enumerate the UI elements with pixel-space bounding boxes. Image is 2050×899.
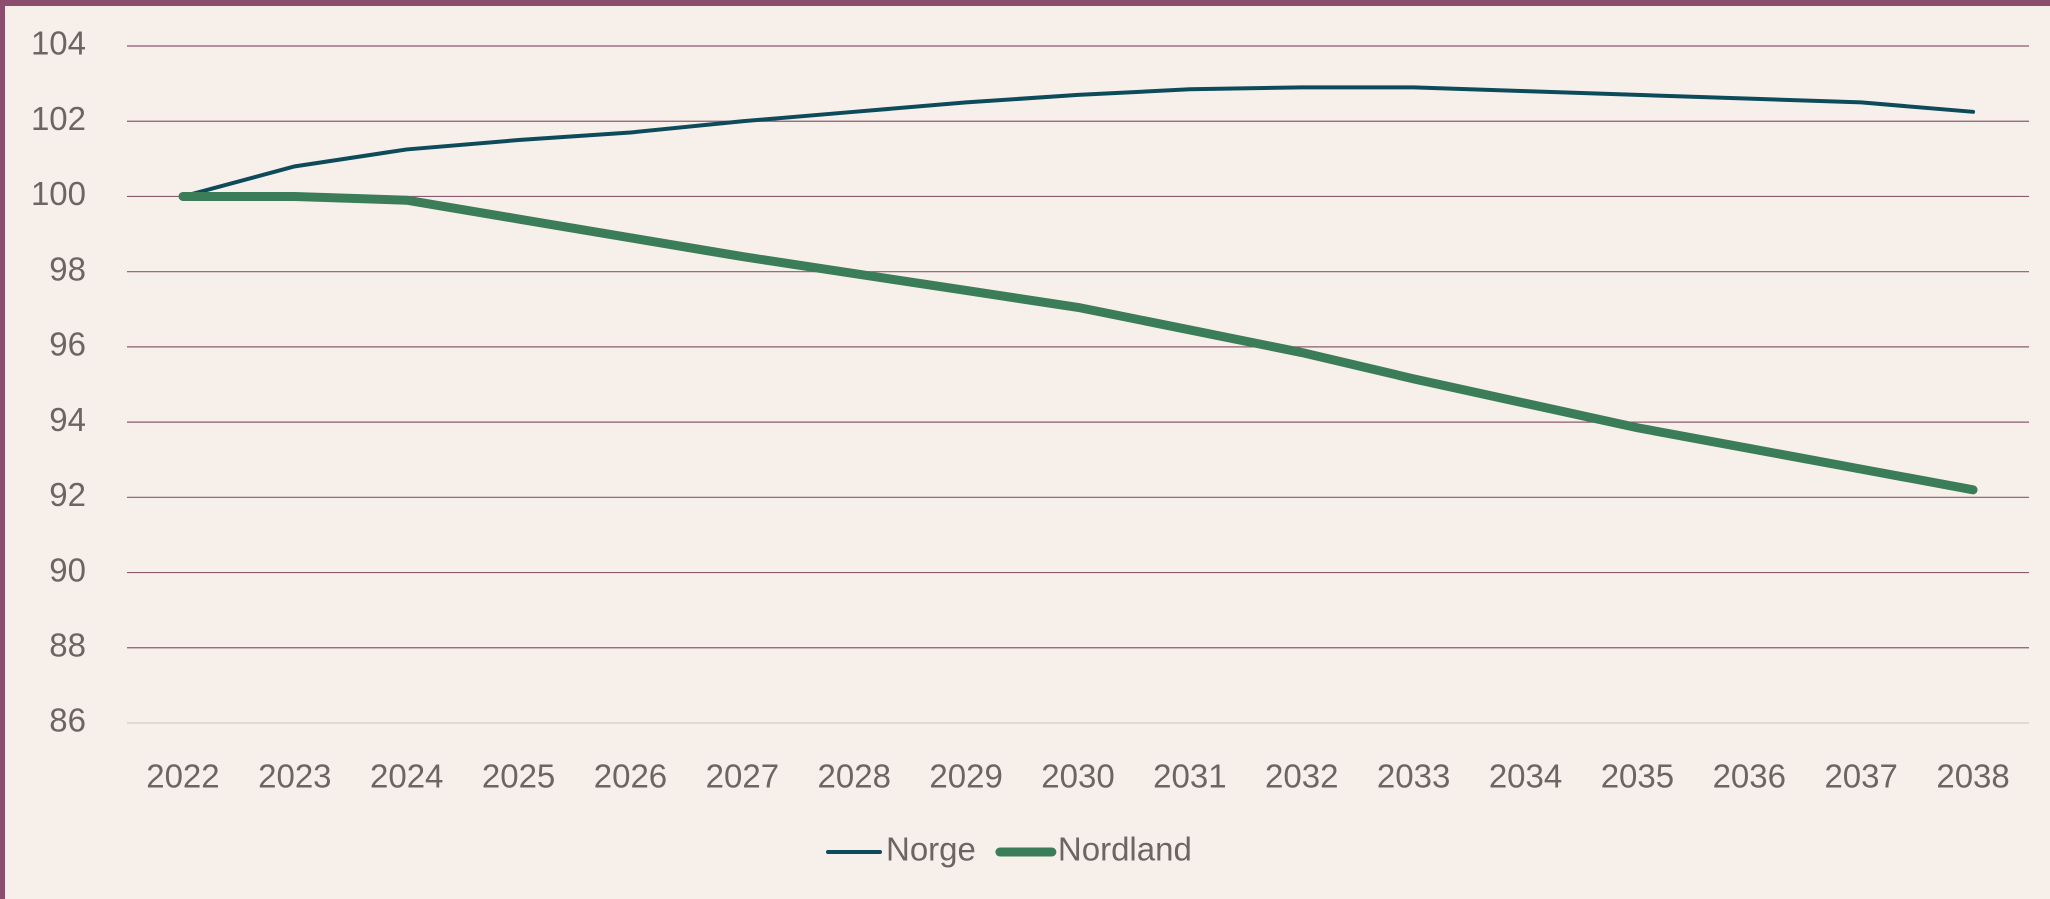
x-tick-label: 2036	[1713, 758, 1786, 795]
x-tick-label: 2034	[1489, 758, 1562, 795]
x-tick-label: 2027	[706, 758, 779, 795]
y-tick-label: 86	[49, 702, 86, 739]
x-tick-label: 2037	[1824, 758, 1897, 795]
y-tick-label: 96	[49, 326, 86, 363]
x-tick-label: 2032	[1265, 758, 1338, 795]
legend-label: Nordland	[1058, 831, 1192, 868]
x-tick-label: 2026	[594, 758, 667, 795]
x-tick-label: 2025	[482, 758, 555, 795]
y-tick-label: 88	[49, 626, 86, 663]
line-series	[178, 191, 1978, 495]
y-tick-label: 100	[31, 175, 86, 212]
x-tick-label: 2031	[1153, 758, 1226, 795]
y-tick-label: 92	[49, 476, 86, 513]
y-tick-label: 98	[49, 250, 86, 287]
x-tick-label: 2028	[818, 758, 891, 795]
x-tick-label: 2038	[1936, 758, 2009, 795]
y-tick-label: 94	[49, 401, 86, 438]
legend-label: Norge	[886, 831, 976, 868]
left-border	[0, 0, 5, 899]
x-tick-label: 2023	[258, 758, 331, 795]
y-tick-label: 90	[49, 551, 86, 588]
x-tick-label: 2033	[1377, 758, 1450, 795]
y-tick-label: 102	[31, 100, 86, 137]
x-tick-label: 2024	[370, 758, 443, 795]
x-tick-label: 2029	[929, 758, 1002, 795]
x-tick-label: 2022	[146, 758, 219, 795]
line-series	[180, 85, 1976, 199]
x-tick-label: 2035	[1601, 758, 1674, 795]
x-tick-label: 2030	[1041, 758, 1114, 795]
top-border	[0, 0, 2050, 6]
y-tick-label: 104	[31, 25, 86, 62]
